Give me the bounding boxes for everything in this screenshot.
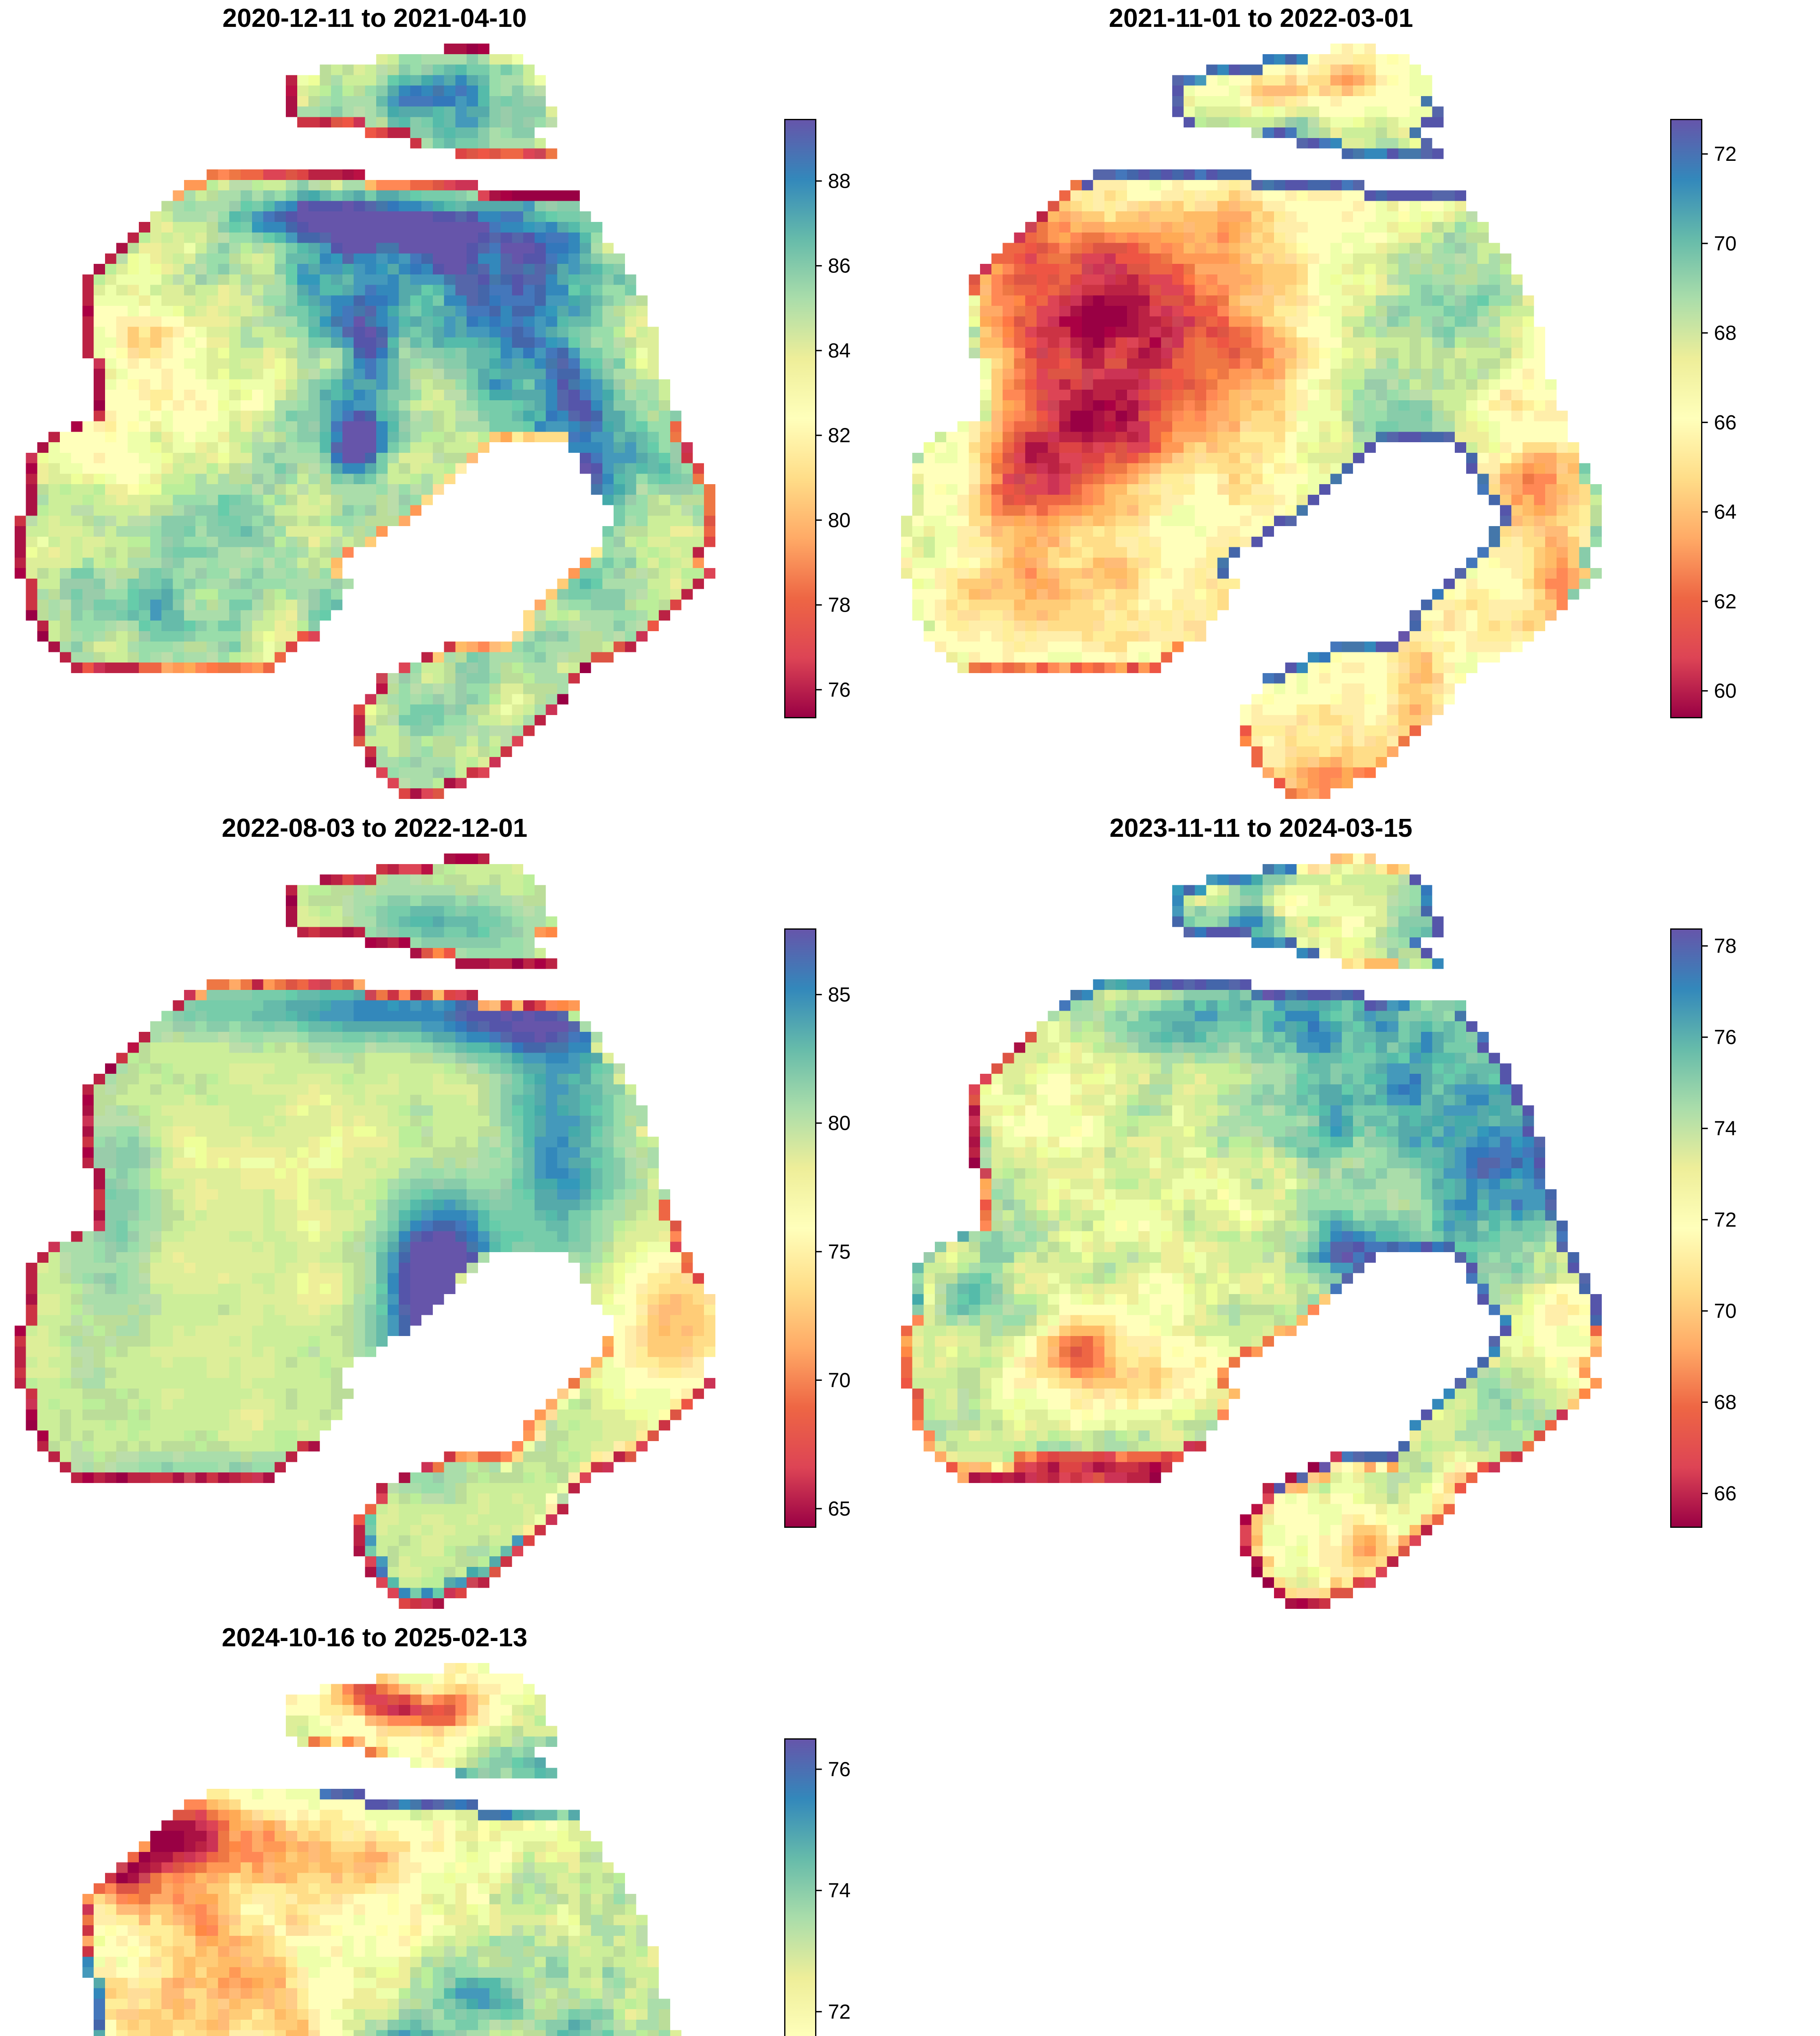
svg-text:80: 80: [828, 1112, 851, 1134]
svg-text:60: 60: [1714, 680, 1737, 702]
svg-text:86: 86: [828, 254, 851, 277]
svg-text:70: 70: [1714, 1299, 1737, 1322]
svg-text:74: 74: [828, 1879, 851, 1902]
svg-text:82: 82: [828, 424, 851, 447]
svg-text:68: 68: [1714, 1391, 1737, 1414]
svg-text:72: 72: [1714, 1208, 1737, 1231]
svg-text:85: 85: [828, 983, 851, 1006]
svg-text:74: 74: [1714, 1117, 1737, 1140]
svg-text:76: 76: [828, 1758, 851, 1781]
svg-text:66: 66: [1714, 1482, 1737, 1505]
svg-text:80: 80: [828, 509, 851, 531]
svg-text:64: 64: [1714, 500, 1737, 523]
svg-text:70: 70: [1714, 232, 1737, 255]
svg-text:62: 62: [1714, 590, 1737, 613]
svg-text:76: 76: [1714, 1026, 1737, 1049]
svg-text:68: 68: [1714, 322, 1737, 344]
svg-text:66: 66: [1714, 411, 1737, 434]
svg-text:76: 76: [828, 678, 851, 701]
svg-text:75: 75: [828, 1240, 851, 1263]
svg-text:72: 72: [1714, 143, 1737, 165]
svg-text:78: 78: [828, 594, 851, 617]
svg-text:88: 88: [828, 170, 851, 193]
svg-text:70: 70: [828, 1369, 851, 1391]
svg-text:84: 84: [828, 339, 851, 362]
svg-text:72: 72: [828, 2000, 851, 2023]
svg-text:78: 78: [1714, 935, 1737, 957]
svg-text:65: 65: [828, 1497, 851, 1520]
